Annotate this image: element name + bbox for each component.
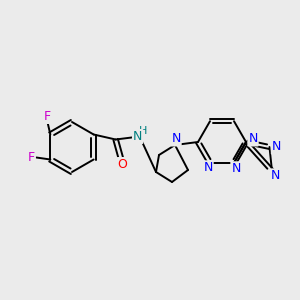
Text: N: N xyxy=(231,162,241,175)
Text: H: H xyxy=(139,127,147,136)
Text: N: N xyxy=(272,140,281,154)
Text: N: N xyxy=(270,169,280,182)
Text: N: N xyxy=(203,161,213,174)
Text: F: F xyxy=(44,110,51,123)
Text: N: N xyxy=(171,133,181,146)
Text: O: O xyxy=(118,158,128,171)
Text: F: F xyxy=(28,151,35,164)
Text: N: N xyxy=(133,130,142,143)
Text: N: N xyxy=(248,133,258,146)
